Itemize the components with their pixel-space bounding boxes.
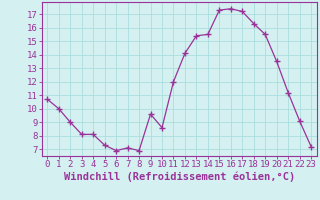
X-axis label: Windchill (Refroidissement éolien,°C): Windchill (Refroidissement éolien,°C): [64, 172, 295, 182]
